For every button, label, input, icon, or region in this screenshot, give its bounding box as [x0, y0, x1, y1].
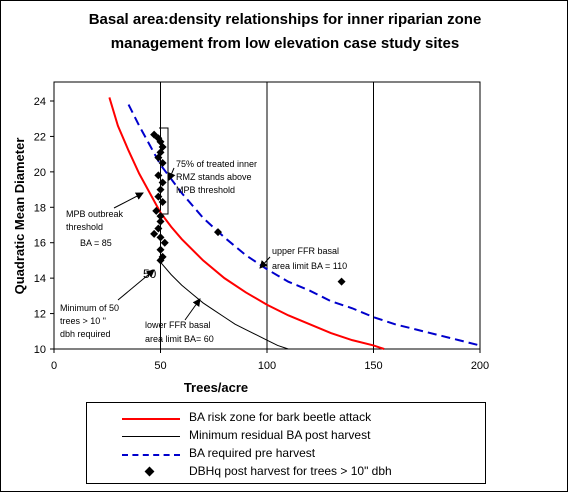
- y-tick-label-22: 22: [34, 131, 46, 143]
- chart-title-line2: management from low elevation case study…: [110, 35, 460, 52]
- data-point-18: [160, 238, 169, 247]
- x-tick-label-150: 150: [364, 360, 382, 372]
- chart-title-line1: Basal area:density relationships for inn…: [88, 11, 482, 28]
- series-min-residual-line: [160, 261, 289, 350]
- series-ba-required-line: [127, 104, 481, 347]
- legend-label-min-residual: Minimum residual BA post harvest: [189, 428, 371, 442]
- legend-swatch-red-line: [122, 418, 180, 420]
- arrow-min50: [117, 269, 155, 301]
- x-tick-label-200: 200: [471, 360, 489, 372]
- arrow-lower-ffr: [184, 298, 201, 321]
- legend-item-dbhq: DBHq post harvest for trees > 10" dbh: [87, 463, 487, 481]
- y-axis-ticks: 10 12 14 16 18 20 22 24: [34, 96, 54, 356]
- y-tick-label-20: 20: [34, 167, 46, 179]
- legend-label-ba-required: BA required pre harvest: [189, 446, 316, 460]
- y-tick-label-24: 24: [34, 96, 46, 108]
- annotation-upper-ffr: upper FFR basal area limit BA = 110: [272, 246, 347, 271]
- data-point-11: [158, 197, 167, 206]
- data-point-12: [152, 206, 161, 215]
- arrow-mpb-threshold: [113, 192, 144, 209]
- data-point-10: [154, 192, 163, 201]
- x-tick-label-0: 0: [51, 360, 57, 372]
- annotation-min50: Minimum of 50 trees > 10 " dbh required: [60, 303, 122, 339]
- legend: BA risk zone for bark beetle attack Mini…: [86, 402, 486, 484]
- data-point-19: [156, 245, 165, 254]
- data-point-9: [156, 185, 165, 194]
- arrow-mpb-stands: [168, 167, 176, 181]
- label-50: 50: [143, 267, 157, 281]
- y-tick-label-14: 14: [34, 273, 46, 285]
- legend-swatch-diamond: [144, 466, 155, 477]
- annotation-lower-ffr: lower FFR basal area limit BA= 60: [145, 320, 214, 344]
- y-tick-label-18: 18: [34, 202, 46, 214]
- y-tick-label-16: 16: [34, 238, 46, 250]
- legend-item-ba-risk: BA risk zone for bark beetle attack: [87, 409, 487, 427]
- series-ba-risk-line: [108, 97, 385, 350]
- bracket-mpb-stands: [159, 127, 169, 215]
- legend-item-min-residual: Minimum residual BA post harvest: [87, 427, 487, 445]
- data-point-14: [156, 217, 165, 226]
- legend-swatch-black-line: [122, 436, 180, 437]
- data-point-17: [156, 233, 165, 242]
- x-tick-label-50: 50: [154, 360, 166, 372]
- data-point-15: [154, 224, 163, 233]
- y-tick-label-10: 10: [34, 344, 46, 356]
- data-point-22: [214, 228, 223, 237]
- y-tick-label-12: 12: [34, 309, 46, 321]
- x-axis-label: Trees/acre: [184, 380, 248, 395]
- data-point-6: [158, 159, 167, 167]
- data-point-7: [154, 171, 163, 180]
- data-point-23: [337, 277, 346, 286]
- data-point-16: [150, 229, 159, 238]
- legend-item-ba-required: BA required pre harvest: [87, 445, 487, 463]
- y-axis-label: Quadratic Mean Diameter: [12, 138, 27, 295]
- legend-label-ba-risk: BA risk zone for bark beetle attack: [189, 410, 372, 424]
- legend-label-dbhq: DBHq post harvest for trees > 10" dbh: [189, 464, 392, 478]
- x-axis-ticks: 0 50 100 150 200: [51, 349, 489, 372]
- series-group: [108, 97, 481, 350]
- legend-swatch-blue-dashed: [122, 454, 180, 456]
- x-tick-label-100: 100: [258, 360, 276, 372]
- arrow-upper-ffr: [259, 256, 271, 269]
- data-point-5: [154, 153, 163, 162]
- data-point-21: [156, 256, 165, 265]
- annotation-mpb-stands: 75% of treated inner RMZ stands above MP…: [176, 159, 260, 195]
- annotation-mpb-threshold: MPB outbreak threshold BA = 85: [66, 209, 126, 248]
- data-point-8: [158, 178, 167, 187]
